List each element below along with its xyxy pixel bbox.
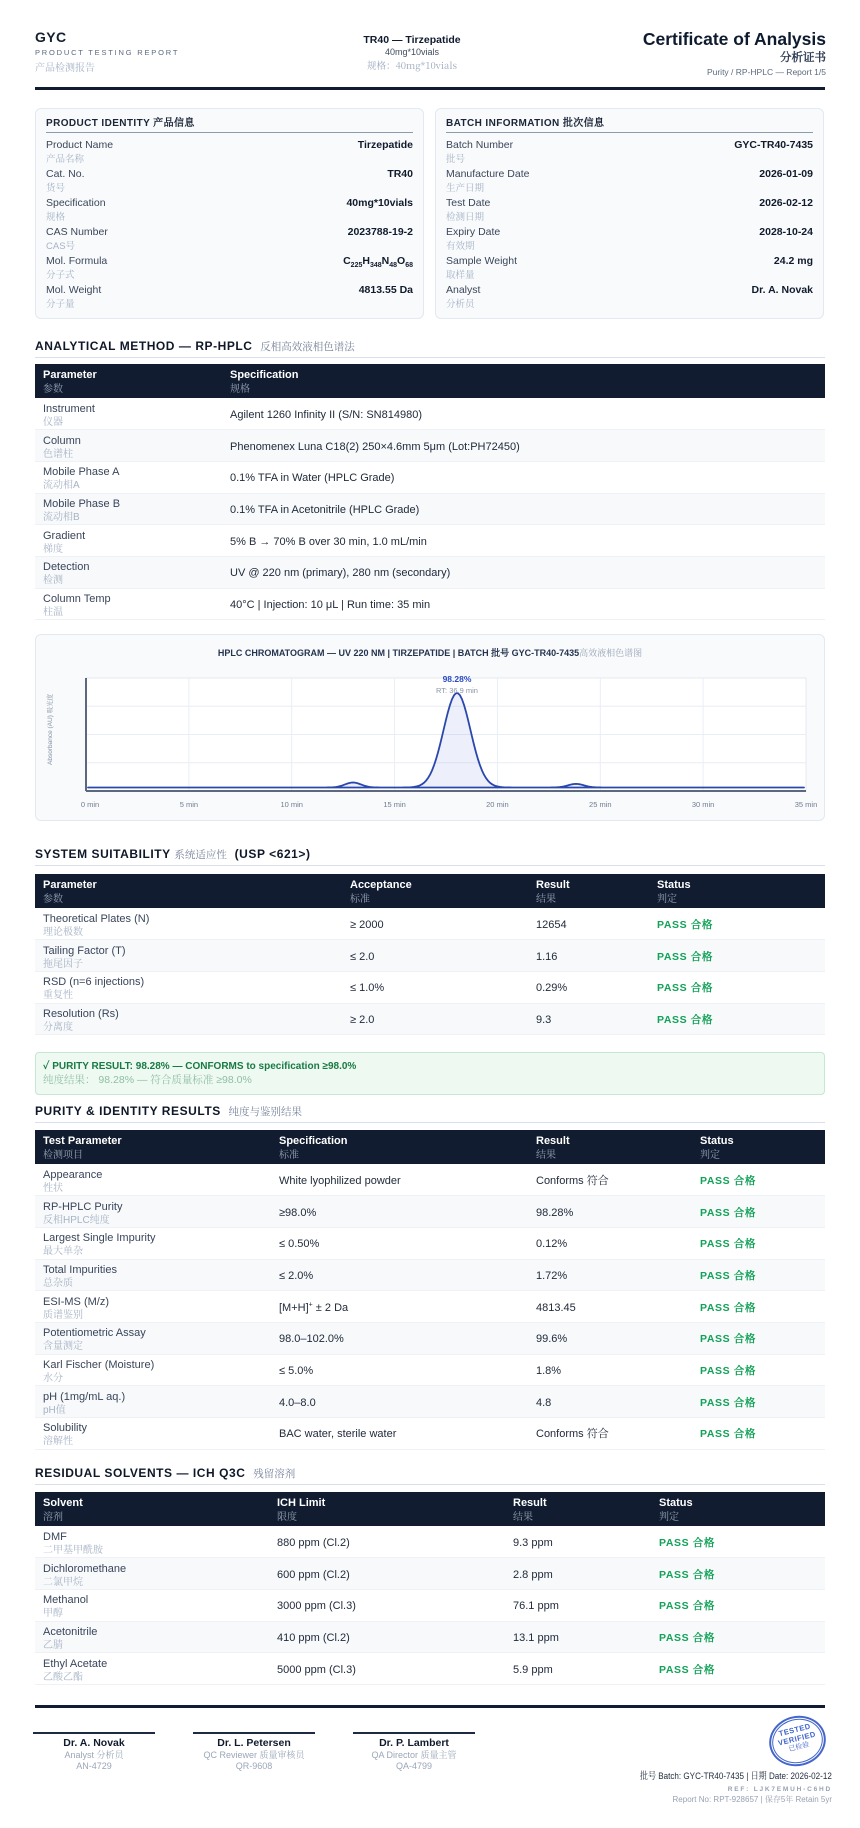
- svg-text:5 min: 5 min: [180, 799, 198, 810]
- svg-text:RT: 36.9 min: RT: 36.9 min: [436, 685, 478, 696]
- svg-text:15 min: 15 min: [383, 799, 406, 810]
- svg-text:30 min: 30 min: [692, 799, 715, 810]
- svg-text:35 min: 35 min: [795, 799, 818, 810]
- svg-text:Absorbance (AU) 吸光度: Absorbance (AU) 吸光度: [45, 693, 54, 765]
- svg-text:10 min: 10 min: [280, 799, 303, 810]
- svg-text:98.28%: 98.28%: [443, 673, 472, 685]
- svg-text:25 min: 25 min: [589, 799, 612, 810]
- svg-text:20 min: 20 min: [486, 799, 509, 810]
- svg-text:0 min: 0 min: [81, 799, 99, 810]
